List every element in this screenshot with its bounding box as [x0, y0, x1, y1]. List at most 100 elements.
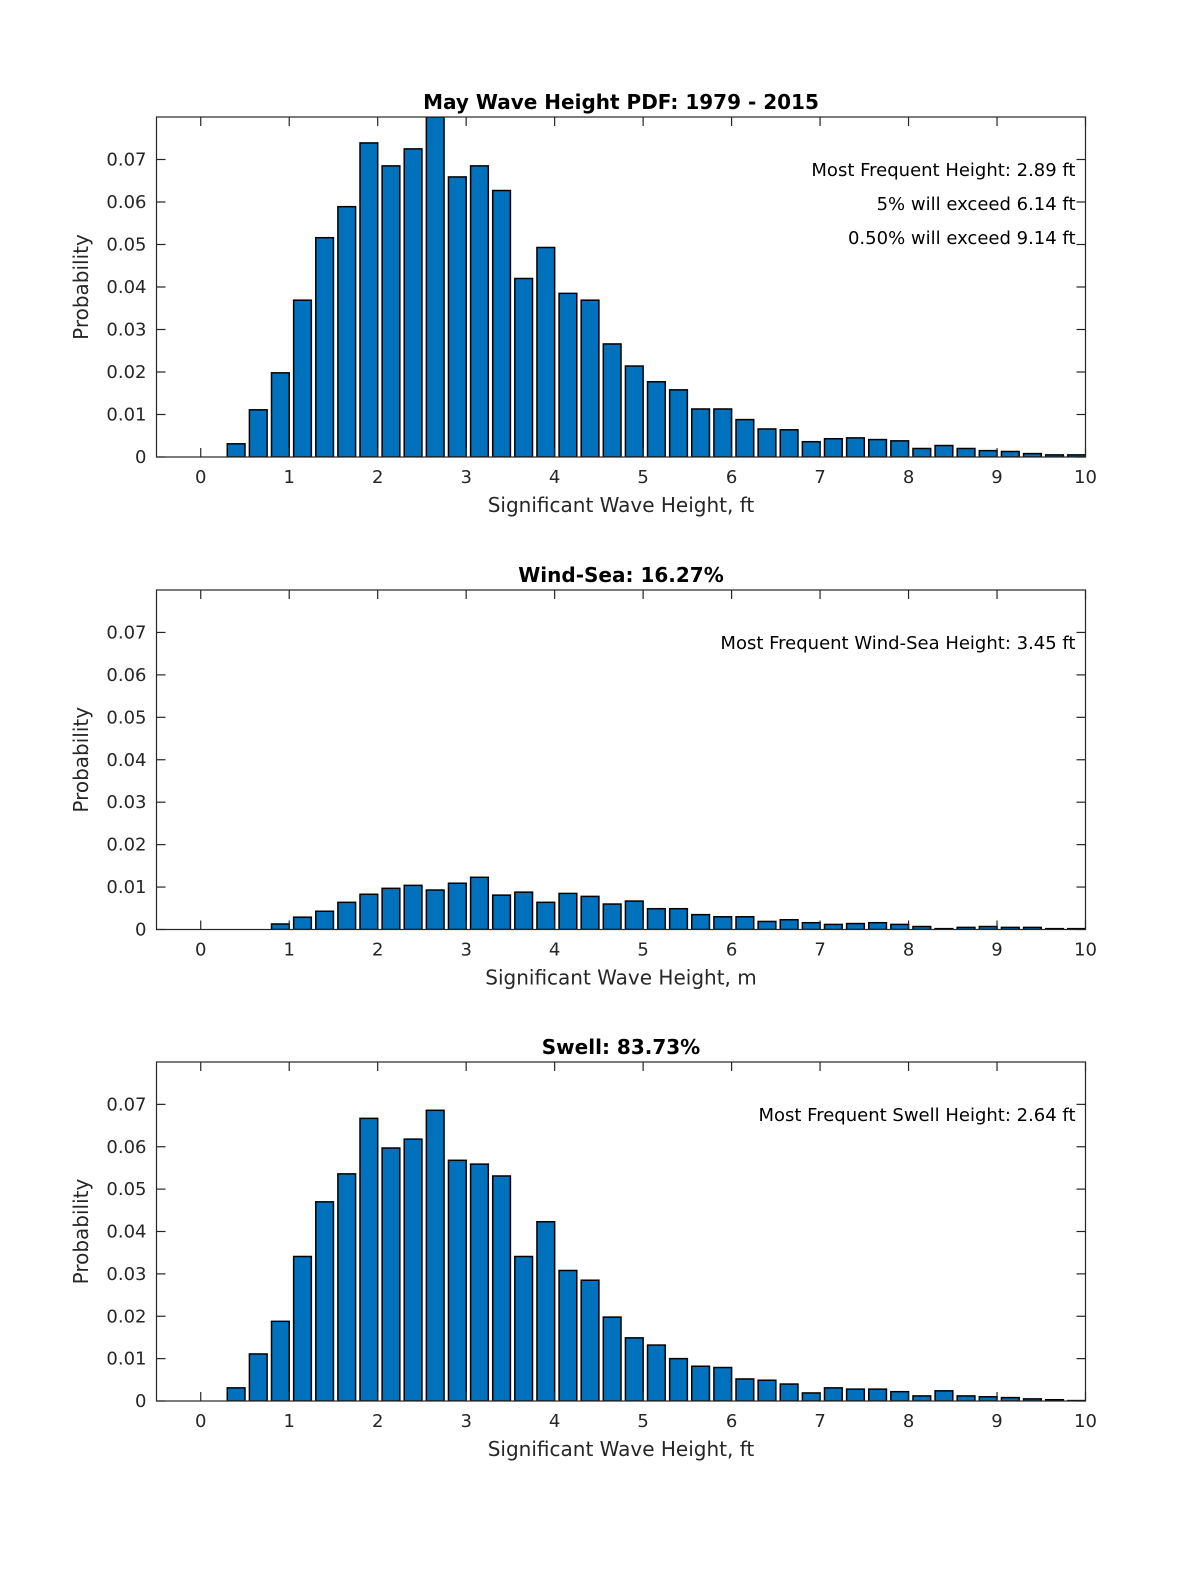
bar-8.65 — [956, 447, 976, 457]
bar-0.4 — [226, 1387, 246, 1401]
bar-5.15 — [646, 381, 666, 457]
x-tick-label: 7 — [814, 467, 825, 488]
bar-7.9 — [890, 440, 910, 457]
annotation-0-50-will: 0.50% will exceed 9.14 ft — [848, 228, 1076, 249]
bar-6.9 — [801, 1392, 821, 1401]
bar-3.9 — [536, 901, 556, 930]
annotation-5-will-exceed: 5% will exceed 6.14 ft — [877, 194, 1076, 215]
bar-2.65 — [425, 117, 445, 457]
bar-4.65 — [602, 903, 622, 930]
chart-title: May Wave Height PDF: 1979 - 2015 — [423, 90, 819, 114]
bar-5.65 — [691, 913, 711, 930]
bar-2.9 — [447, 1159, 467, 1401]
bar-4.15 — [558, 892, 578, 930]
bar-0.65 — [248, 409, 268, 457]
y-tick-label: 0.03 — [106, 792, 146, 813]
bar-8.4 — [934, 444, 954, 457]
y-tick-label: 0.06 — [106, 665, 146, 686]
bar-6.65 — [779, 918, 799, 930]
y-tick-label: 0 — [135, 447, 146, 468]
bar-7.65 — [867, 921, 888, 930]
bar-0.9 — [270, 1320, 290, 1401]
bar-0.9 — [270, 372, 290, 457]
bar-5.65 — [691, 408, 711, 457]
bar-3.65 — [514, 277, 534, 457]
x-tick-label: 6 — [726, 1411, 737, 1432]
y-tick-label: 0.07 — [106, 150, 146, 171]
bar-8.9 — [978, 1396, 998, 1401]
y-axis-label: Probability — [69, 1178, 93, 1284]
bar-6.15 — [735, 916, 755, 930]
x-axis-label: Significant Wave Height, ft — [488, 1437, 755, 1461]
bar-4.9 — [624, 1337, 644, 1401]
x-tick-label: 0 — [195, 940, 206, 961]
bar-0.9 — [270, 923, 290, 930]
y-tick-label: 0.04 — [106, 277, 146, 298]
bar-5.15 — [646, 1344, 666, 1401]
bar-6.4 — [757, 428, 777, 457]
x-tick-label: 4 — [549, 1411, 560, 1432]
bar-2.4 — [403, 1138, 423, 1401]
bar-8.15 — [912, 1395, 932, 1401]
x-tick-label: 2 — [372, 1411, 383, 1432]
bar-3.15 — [469, 1163, 490, 1401]
bar-4.65 — [602, 343, 622, 457]
x-tick-label: 5 — [637, 940, 648, 961]
x-tick-label: 9 — [991, 467, 1002, 488]
bar-9.4 — [1022, 452, 1043, 457]
bar-5.4 — [668, 389, 689, 457]
y-tick-label: 0.07 — [106, 1094, 146, 1115]
bar-7.15 — [823, 1387, 843, 1401]
bar-8.4 — [934, 1390, 954, 1401]
bar-5.15 — [646, 907, 666, 930]
bar-2.65 — [425, 1109, 445, 1401]
y-tick-label: 0.05 — [106, 235, 146, 256]
y-tick-label: 0.05 — [106, 1179, 146, 1200]
x-tick-label: 6 — [726, 940, 737, 961]
bar-3.15 — [469, 876, 490, 930]
bar-4.4 — [580, 895, 600, 930]
x-tick-label: 9 — [991, 1411, 1002, 1432]
bar-7.15 — [823, 923, 843, 930]
bar-8.65 — [956, 1395, 976, 1401]
y-tick-label: 0.04 — [106, 1222, 146, 1243]
bar-4.4 — [580, 1279, 600, 1401]
x-tick-label: 1 — [283, 1411, 294, 1432]
annotation-most-frequent-height: Most Frequent Height: 2.89 ft — [811, 160, 1075, 181]
bar-6.15 — [735, 1378, 755, 1401]
x-tick-label: 2 — [372, 467, 383, 488]
x-tick-label: 5 — [637, 467, 648, 488]
bar-4.9 — [624, 900, 644, 930]
bar-4.15 — [558, 1269, 578, 1401]
bar-6.65 — [779, 429, 799, 457]
y-axis-label: Probability — [69, 234, 93, 340]
bar-1.9 — [359, 1117, 379, 1401]
x-tick-label: 8 — [903, 467, 914, 488]
y-tick-label: 0.07 — [106, 622, 146, 643]
x-tick-label: 8 — [903, 940, 914, 961]
bar-1.4 — [315, 1201, 335, 1401]
x-tick-label: 4 — [549, 940, 560, 961]
bar-2.15 — [381, 1147, 401, 1401]
y-tick-label: 0.02 — [106, 362, 146, 383]
bar-2.65 — [425, 889, 445, 930]
bar-1.9 — [359, 893, 379, 930]
x-tick-label: 7 — [814, 940, 825, 961]
bar-1.15 — [292, 299, 313, 457]
x-tick-label: 4 — [549, 467, 560, 488]
bar-7.15 — [823, 437, 843, 457]
bar-3.4 — [491, 894, 512, 930]
bar-6.15 — [735, 418, 755, 457]
bar-0.4 — [226, 443, 246, 457]
x-tick-label: 0 — [195, 1411, 206, 1432]
bar-4.65 — [602, 1316, 622, 1401]
bar-2.15 — [381, 165, 401, 457]
bar-6.4 — [757, 1379, 777, 1401]
bar-7.9 — [890, 1390, 910, 1401]
bar-1.4 — [315, 236, 335, 457]
y-axis-label: Probability — [69, 707, 93, 813]
bar-5.9 — [713, 408, 733, 457]
bar-7.4 — [845, 1388, 866, 1401]
